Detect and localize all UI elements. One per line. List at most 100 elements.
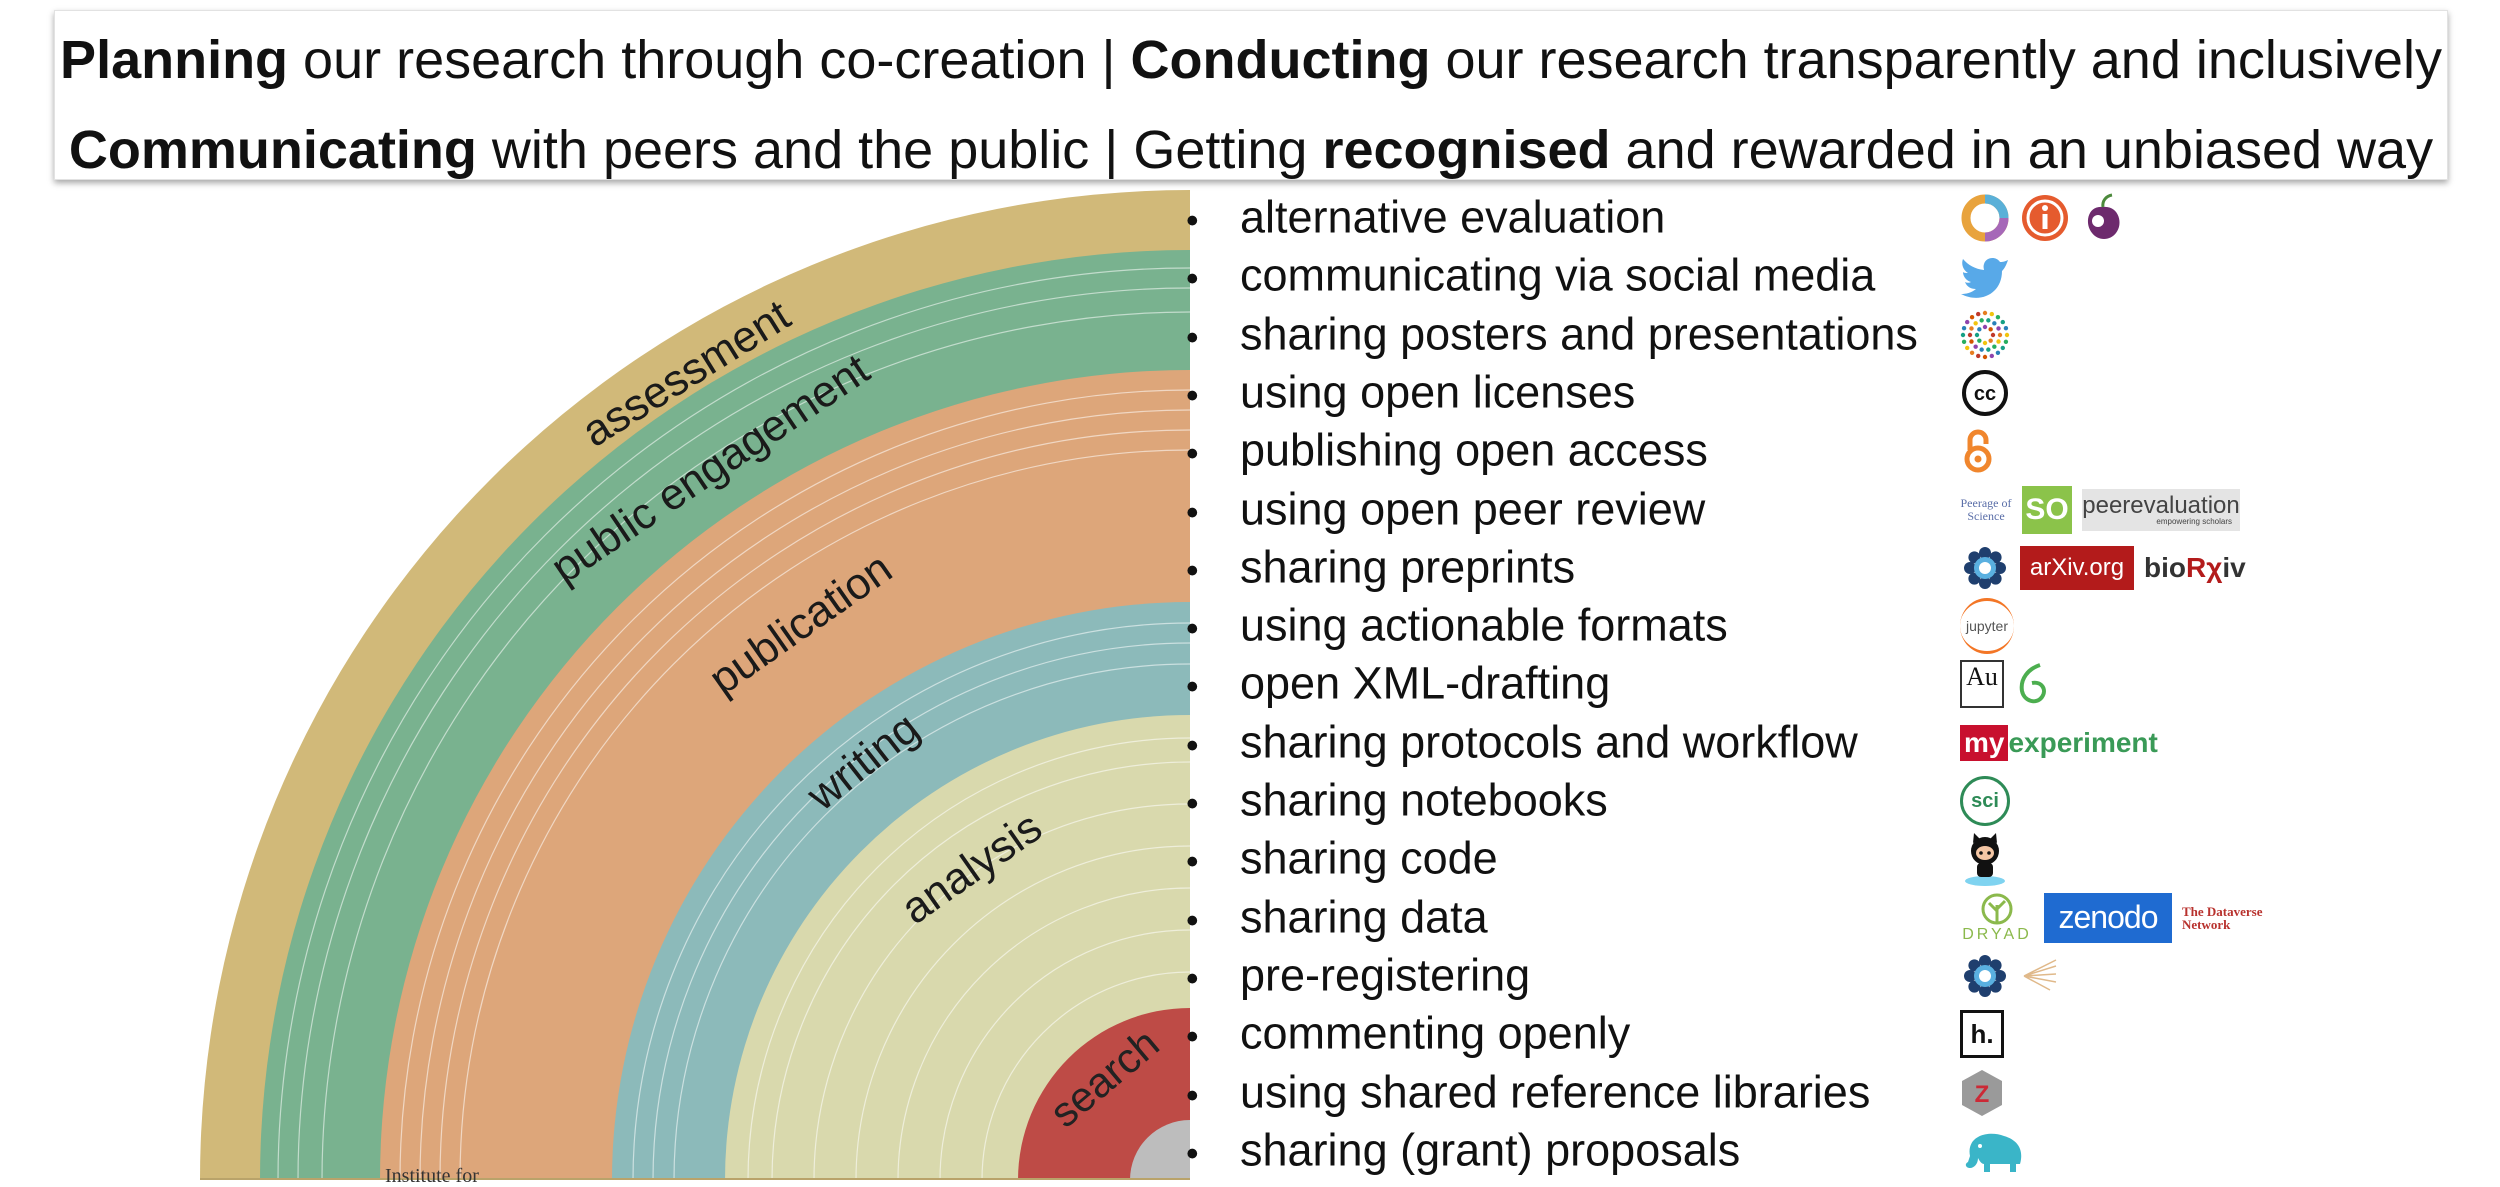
practice-item: • using open peer review <box>1186 486 1705 531</box>
peerevaluation-logo: peerevaluation empowering scholars <box>2082 488 2240 531</box>
practice-label: sharing protocols and workflow <box>1240 716 1858 768</box>
svg-text:cc: cc <box>1974 383 1996 405</box>
hypothesis-icon: h. <box>1960 1010 2004 1059</box>
guide-arc <box>277 267 1191 1180</box>
guide-arc <box>439 429 1191 1180</box>
bullet-icon: • <box>1186 782 1199 824</box>
practice-logos: h. <box>1960 1009 2004 1059</box>
banner-keyword-planning: Planning <box>60 30 289 90</box>
banner-text: our research transparently and inclusive… <box>1430 30 2442 90</box>
practice-label: using shared reference libraries <box>1240 1066 1871 1118</box>
practice-label: pre-registering <box>1240 949 1531 1001</box>
practice-item: • sharing (grant) proposals <box>1186 1127 1740 1172</box>
bullet-icon: • <box>1186 607 1199 649</box>
guide-arc <box>399 389 1191 1180</box>
jupyter-logo: jupyter <box>1960 598 2014 655</box>
banner-line-1: Planning our research through co-creatio… <box>55 33 2447 87</box>
practice-item: • sharing preprints <box>1186 544 1575 589</box>
practice-label: communicating via social media <box>1240 249 1876 301</box>
guide-arc <box>939 929 1191 1180</box>
biorxiv-logo: bio Rχ iv <box>2144 551 2246 583</box>
practice-item: • open XML-drafting <box>1186 661 1610 706</box>
authorea-icon: Au <box>1960 660 2004 709</box>
arc-center <box>1130 1120 1190 1180</box>
practice-item: • using actionable formats <box>1186 603 1728 648</box>
arxiv-logo: arXiv.org <box>2020 545 2134 590</box>
practice-label: using actionable formats <box>1240 599 1728 651</box>
plum-icon <box>2080 193 2126 243</box>
banner-text: our research through co-creation | <box>288 30 1131 90</box>
practice-label: publishing open access <box>1240 424 1708 476</box>
practice-item: • alternative evaluation <box>1186 195 1665 240</box>
practice-label: sharing preprints <box>1240 541 1576 593</box>
practice-logos <box>1960 251 2010 301</box>
practice-logos: arXiv.org bio Rχ iv <box>1960 543 2246 593</box>
guide-arc <box>771 761 1191 1180</box>
practice-item: • sharing notebooks <box>1186 778 1608 823</box>
practice-logos: cc <box>1960 368 2010 418</box>
practice-label: sharing notebooks <box>1240 774 1608 826</box>
practice-label: commenting openly <box>1240 1007 1631 1059</box>
practice-item: • communicating via social media <box>1186 253 1875 298</box>
practice-label: sharing code <box>1240 832 1498 884</box>
bullet-icon: • <box>1186 1074 1199 1116</box>
bullet-icon: • <box>1186 1132 1199 1174</box>
twitter-icon <box>1960 254 2010 299</box>
practice-logos: Z <box>1960 1068 2004 1118</box>
github-octocat-icon <box>1960 831 2010 887</box>
practice-logos <box>1960 426 1996 476</box>
practice-item: • using shared reference libraries <box>1186 1069 1870 1114</box>
practice-item: • pre-registering <box>1186 952 1530 997</box>
practice-logos: sci <box>1960 776 2010 826</box>
guide-arc <box>673 663 1191 1180</box>
aspredicted-icon <box>2020 956 2060 996</box>
bullet-icon: • <box>1186 374 1199 416</box>
bullet-icon: • <box>1186 724 1199 766</box>
scinote-icon: sci <box>1960 776 2010 826</box>
guide-arc <box>981 971 1191 1180</box>
elephant-icon <box>1960 1126 2028 1176</box>
practice-item: • sharing posters and presentations <box>1186 311 1918 356</box>
banner-text: with peers and the public | Getting <box>476 120 1323 180</box>
guide-arc <box>632 622 1191 1180</box>
bullet-icon: • <box>1186 899 1199 941</box>
practice-logos: my experiment <box>1960 718 2158 768</box>
dataverse-logo: The Dataverse Network <box>2182 903 2263 932</box>
practice-logos <box>1960 1126 2028 1176</box>
practice-logos: Peerage of Science SO peerevaluation empowe… <box>1960 485 2240 535</box>
banner-keyword-recognised: recognised <box>1322 120 1611 180</box>
header-banner: Planning our research through co-creatio… <box>54 10 2448 180</box>
banner-text: and rewarded in an unbiased way <box>1610 120 2434 180</box>
bullet-icon: • <box>1186 957 1199 999</box>
practice-item: • commenting openly <box>1186 1011 1630 1056</box>
practice-logos: DRYAD zenodo The Dataverse Network <box>1960 892 2272 943</box>
bullet-icon: • <box>1186 199 1199 241</box>
creative-commons-icon: cc <box>1960 368 2010 418</box>
osf-icon <box>1960 951 2010 1001</box>
impactstory-icon <box>2020 193 2070 243</box>
practice-logos <box>1960 951 2060 1001</box>
zenodo-logo: zenodo <box>2044 892 2172 943</box>
practice-item: • using open licenses <box>1186 369 1635 414</box>
practice-label: sharing data <box>1240 891 1488 943</box>
figshare-icon <box>1960 310 2010 360</box>
bullet-icon: • <box>1186 549 1199 591</box>
footer-fragment: Institute for <box>385 1165 479 1187</box>
zotero-icon: Z <box>1960 1068 2004 1118</box>
practice-item: • sharing code <box>1186 836 1498 881</box>
guide-arc <box>459 449 1191 1180</box>
practice-label: alternative evaluation <box>1240 191 1666 243</box>
phase-band-search <box>1018 1008 1190 1180</box>
bullet-icon: • <box>1186 432 1199 474</box>
practice-logos: Au <box>1960 659 2050 709</box>
practice-label: using open licenses <box>1240 366 1636 418</box>
myexperiment-logo: my experiment <box>1960 724 2158 761</box>
banner-keyword-conducting: Conducting <box>1130 30 1431 90</box>
bullet-icon: • <box>1186 257 1199 299</box>
banner-keyword-communicating: Communicating <box>68 120 477 180</box>
practice-logos <box>1960 831 2010 887</box>
bullet-icon: • <box>1186 665 1199 707</box>
guide-arc <box>897 887 1191 1180</box>
guide-arc <box>855 845 1191 1180</box>
